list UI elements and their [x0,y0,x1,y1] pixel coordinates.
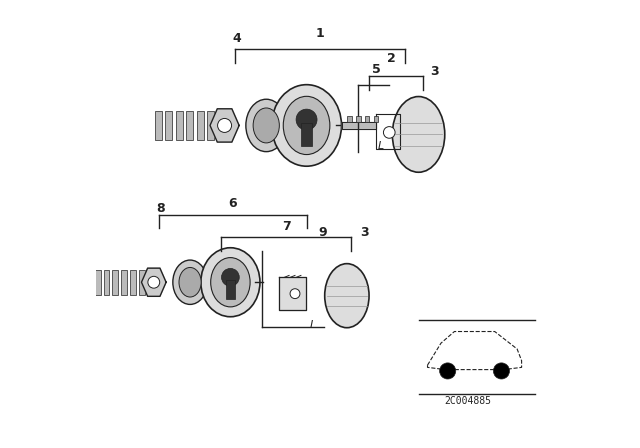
Text: 2: 2 [387,52,396,65]
Circle shape [221,268,239,286]
Polygon shape [279,277,307,310]
Circle shape [296,109,317,130]
Circle shape [383,127,395,138]
Circle shape [148,276,160,288]
Bar [186,111,193,140]
Ellipse shape [173,260,207,305]
Text: 3: 3 [430,65,438,78]
Text: 7: 7 [282,220,291,233]
Ellipse shape [324,263,369,328]
Bar [155,111,162,140]
Text: 6: 6 [228,197,237,211]
Ellipse shape [246,99,287,152]
Bar [95,270,100,295]
Bar [113,270,118,295]
Bar [104,270,109,295]
Text: 3: 3 [360,226,369,240]
Ellipse shape [179,267,201,297]
Ellipse shape [253,108,279,143]
Text: 4: 4 [233,31,241,45]
Bar [196,111,204,140]
Text: 8: 8 [157,202,165,215]
Polygon shape [342,122,376,129]
Circle shape [440,363,456,379]
Bar [165,111,172,140]
Polygon shape [210,109,239,142]
Bar [301,123,312,146]
Ellipse shape [271,85,342,166]
Text: 2C004885: 2C004885 [444,396,492,406]
Ellipse shape [284,96,330,155]
Text: 1: 1 [316,27,324,40]
Circle shape [218,118,232,133]
Ellipse shape [201,248,260,317]
Ellipse shape [211,258,250,307]
Text: L: L [310,320,316,330]
Bar [348,116,352,122]
Bar [356,116,361,122]
Polygon shape [141,268,166,296]
Bar [121,270,127,295]
Bar [148,270,154,295]
Circle shape [493,363,509,379]
Text: 5: 5 [372,63,380,76]
Text: L: L [378,141,383,151]
Bar [226,280,235,300]
Ellipse shape [392,97,445,172]
Bar [207,111,214,140]
Text: 9: 9 [318,226,326,240]
Bar [374,116,378,122]
Bar [130,270,136,295]
Bar [175,111,182,140]
Circle shape [290,289,300,299]
Bar [365,116,369,122]
Bar [139,270,145,295]
Bar [218,111,225,140]
